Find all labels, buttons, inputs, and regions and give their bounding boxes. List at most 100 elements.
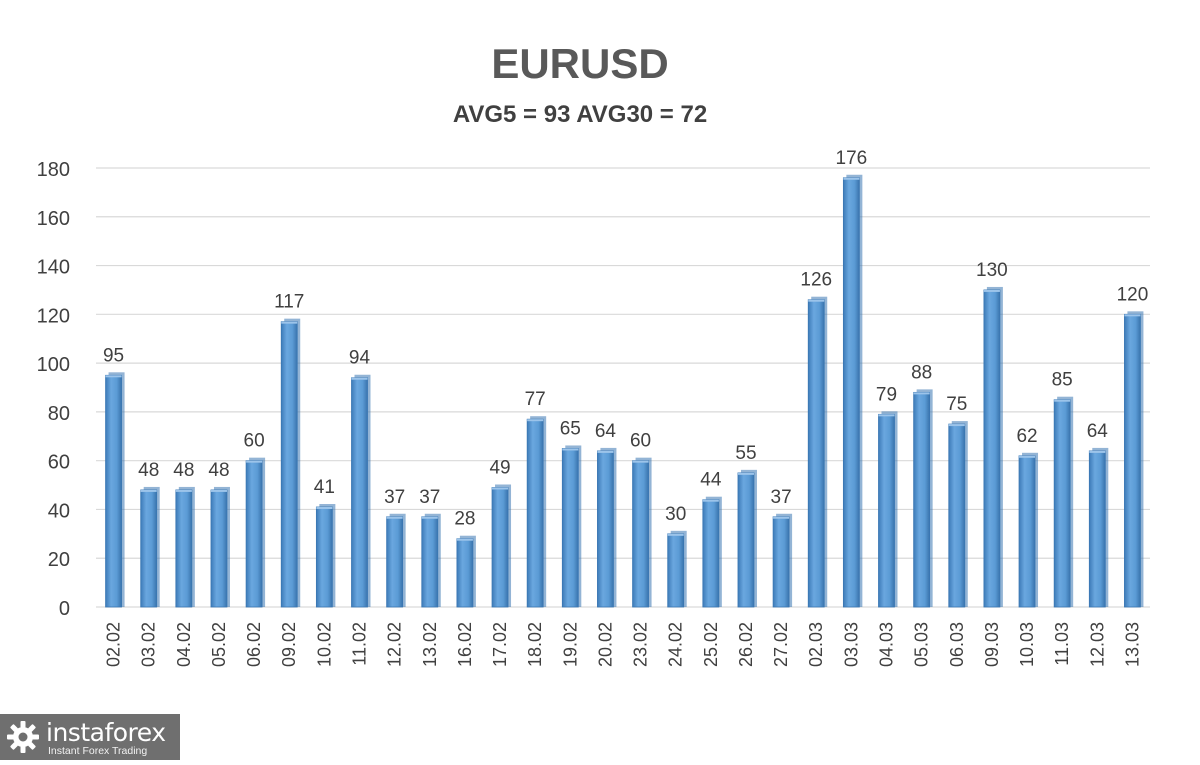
data-label: 28 [454,509,475,530]
data-label: 64 [595,421,617,442]
bar-top [1089,451,1105,453]
x-tick-label: 23.02 [631,622,651,667]
data-label: 30 [665,504,686,525]
bar-top [1124,314,1140,316]
data-label: 130 [976,260,1008,281]
bar-top [492,487,508,489]
data-label: 77 [525,389,546,410]
data-label: 88 [911,362,932,383]
data-label: 37 [771,487,792,508]
bar-top [562,448,578,450]
bar [316,507,332,607]
data-label: 48 [173,460,194,481]
x-tick-label: 26.02 [736,622,756,667]
x-tick-label: 10.02 [314,622,334,667]
x-tick-label: 19.02 [560,622,580,667]
x-tick-label: 05.03 [912,622,932,667]
data-label: 120 [1117,284,1149,305]
data-label: 94 [349,348,371,369]
x-tick-label: 25.02 [701,622,721,667]
bar [879,414,895,607]
watermark-tagline: Instant Forex Trading [48,745,147,757]
x-tick-label: 17.02 [490,622,510,667]
data-label: 41 [314,477,335,498]
watermark-name: instaforex [46,718,166,747]
y-tick-label: 80 [48,403,70,425]
bar-top [879,414,895,416]
bar [808,300,824,607]
bar [668,534,684,607]
x-tick-label: 11.02 [350,622,370,666]
x-tick-label: 24.02 [666,622,686,667]
data-label: 37 [384,487,405,508]
bar-top [176,490,192,492]
bar-top [246,461,262,463]
x-tick-label: 12.03 [1087,622,1107,667]
x-tick-label: 10.03 [1017,622,1037,667]
bar [246,461,262,607]
bar [633,461,649,607]
y-tick-label: 120 [37,305,70,327]
y-tick-label: 160 [37,208,70,230]
bar-top [211,490,227,492]
x-tick-label: 06.03 [947,622,967,667]
bar-top [527,419,543,421]
x-tick-label: 12.02 [385,622,405,667]
bar [738,473,754,607]
data-label: 55 [735,443,756,464]
bar-top [316,507,332,509]
x-tick-label: 13.03 [1122,622,1142,667]
chart-title: EURUSD [491,40,668,87]
bar [106,375,122,607]
data-label: 117 [274,292,304,313]
bar-top [773,517,789,519]
x-tick-label: 09.03 [982,622,1002,667]
bar [703,500,719,607]
data-label: 62 [1016,426,1037,447]
bar-top [597,451,613,453]
x-tick-label: 03.02 [139,622,159,667]
data-label: 44 [700,470,722,491]
bar [1124,314,1140,607]
bar [562,448,578,607]
bar [141,490,157,607]
bar-top [668,534,684,536]
bar [843,178,859,607]
data-label: 75 [946,394,967,415]
bar [527,419,543,607]
bar-top [914,392,930,394]
bar-top [1019,456,1035,458]
data-label: 48 [138,460,159,481]
bar [597,451,613,607]
bar [422,517,438,607]
bar [387,517,403,607]
y-tick-label: 60 [48,452,70,474]
bar [1089,451,1105,607]
bar [949,424,965,607]
bar-top [738,473,754,475]
x-tick-label: 27.02 [771,622,791,667]
bar-top [949,424,965,426]
bar-top [1054,400,1070,402]
bar-top [141,490,157,492]
bar [211,490,227,607]
x-tick-label: 04.03 [877,622,897,667]
bar-top [387,517,403,519]
data-label: 48 [208,460,229,481]
bar-top [703,500,719,502]
bar [457,539,473,607]
y-tick-label: 100 [37,354,70,376]
bar-top [808,300,824,302]
data-label: 37 [419,487,440,508]
bar [1054,400,1070,607]
bar [773,517,789,607]
bar-top [843,178,859,180]
bar-top [633,461,649,463]
y-tick-label: 140 [37,257,70,279]
data-label: 60 [244,431,265,452]
bar [176,490,192,607]
bar [492,487,508,607]
y-tick-label: 180 [37,159,70,181]
